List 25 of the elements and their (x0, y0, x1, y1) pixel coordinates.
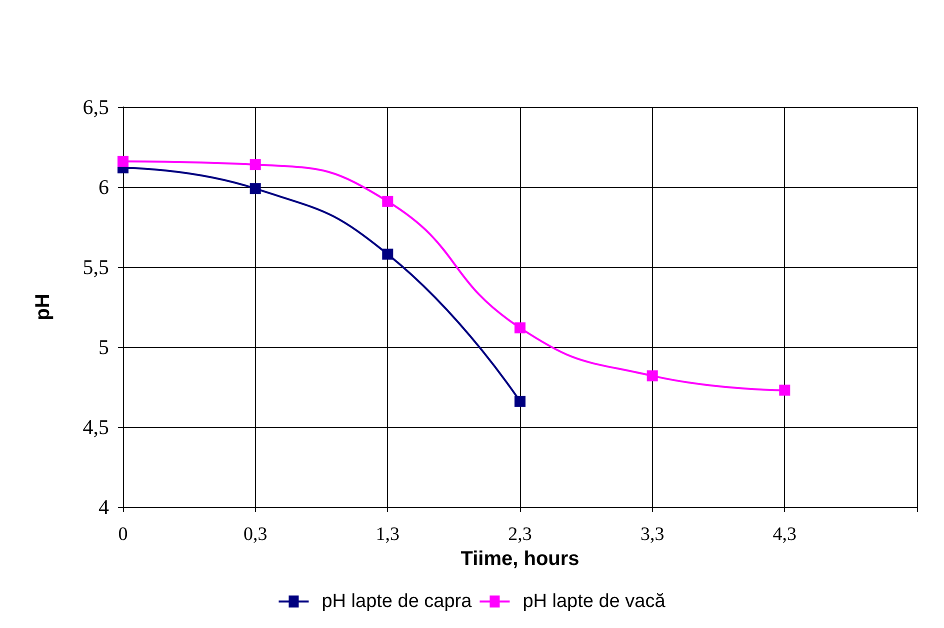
x-tick-label: 0,3 (243, 524, 268, 545)
y-tick-label: 6 (98, 175, 109, 199)
x-tick-label: 1,3 (376, 524, 400, 545)
y-axis-title: pH (32, 294, 54, 320)
y-tick-label: 6,5 (82, 95, 109, 119)
legend-label: pH lapte de vacă (522, 591, 666, 612)
x-tick-label: 3,3 (640, 524, 664, 545)
y-tick-label: 4 (98, 495, 110, 519)
point (646, 370, 658, 382)
y-tick-label: 4,5 (82, 415, 109, 439)
x-tick-label: 4,3 (772, 524, 797, 545)
point (382, 196, 394, 207)
point (250, 159, 261, 170)
point (118, 156, 128, 167)
y-tick-label: 5 (98, 335, 109, 359)
point (382, 248, 394, 260)
point (779, 384, 790, 396)
point (250, 183, 261, 194)
x-tick-label: 2,3 (508, 524, 532, 545)
point (514, 322, 526, 334)
point (514, 396, 526, 407)
x-axis-title: Tiime, hours (460, 548, 580, 570)
x-tick-label: 0 (118, 524, 128, 545)
legend-label: pH lapte de capra (322, 591, 472, 612)
y-tick-label: 5,5 (82, 255, 109, 279)
